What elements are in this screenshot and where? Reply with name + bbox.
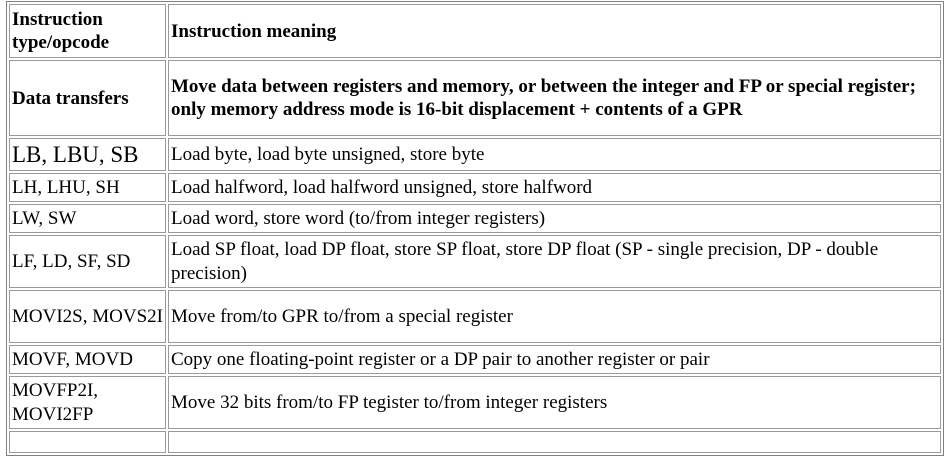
opcode-cell: MOVI2S, MOVS2I	[9, 290, 166, 343]
table-row: MOVFP2I, MOVI2FP Move 32 bits from/to FP…	[9, 376, 941, 429]
opcode-cell	[9, 431, 166, 453]
table-row: LW, SW Load word, store word (to/from in…	[9, 204, 941, 233]
header-meaning-cell: Instruction meaning	[168, 4, 941, 58]
meaning-cell: Load SP float, load DP float, store SP f…	[168, 235, 941, 288]
meaning-cell: Move 32 bits from/to FP tegister to/from…	[168, 376, 941, 429]
table-row: MOVI2S, MOVS2I Move from/to GPR to/from …	[9, 290, 941, 343]
meaning-cell: Move from/to GPR to/from a special regis…	[168, 290, 941, 343]
table-row: Data transfers Move data between registe…	[9, 60, 941, 136]
opcode-cell: LH, LHU, SH	[9, 173, 166, 202]
instruction-table: Instruction type/opcode Instruction mean…	[6, 1, 944, 456]
meaning-cell: Move data between registers and memory, …	[168, 60, 941, 136]
opcode-cell: LW, SW	[9, 204, 166, 233]
table-row: LB, LBU, SB Load byte, load byte unsigne…	[9, 138, 941, 171]
header-opcode-cell: Instruction type/opcode	[9, 4, 166, 58]
table-row: LH, LHU, SH Load halfword, load halfword…	[9, 173, 941, 202]
opcode-cell: MOVF, MOVD	[9, 345, 166, 374]
table-row-partial	[9, 431, 941, 453]
opcode-cell: LB, LBU, SB	[9, 138, 166, 171]
opcode-cell: LF, LD, SF, SD	[9, 235, 166, 288]
meaning-cell: Load halfword, load halfword unsigned, s…	[168, 173, 941, 202]
table-row: MOVF, MOVD Copy one floating-point regis…	[9, 345, 941, 374]
meaning-cell	[168, 431, 941, 453]
meaning-cell: Load word, store word (to/from integer r…	[168, 204, 941, 233]
opcode-cell: MOVFP2I, MOVI2FP	[9, 376, 166, 429]
table-row: LF, LD, SF, SD Load SP float, load DP fl…	[9, 235, 941, 288]
meaning-cell: Copy one floating-point register or a DP…	[168, 345, 941, 374]
table-header-row: Instruction type/opcode Instruction mean…	[9, 4, 941, 58]
meaning-cell: Load byte, load byte unsigned, store byt…	[168, 138, 941, 171]
opcode-cell: Data transfers	[9, 60, 166, 136]
